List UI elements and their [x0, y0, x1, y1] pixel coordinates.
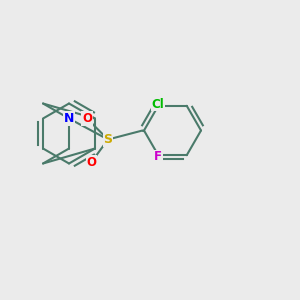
Text: N: N: [64, 112, 74, 125]
Text: O: O: [82, 112, 92, 125]
Text: S: S: [103, 133, 112, 146]
Text: F: F: [154, 150, 162, 163]
Text: O: O: [86, 155, 97, 169]
Text: Cl: Cl: [152, 98, 165, 111]
